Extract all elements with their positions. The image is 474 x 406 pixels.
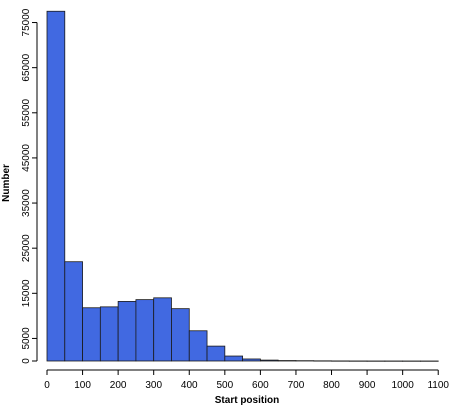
x-tick-label: 500 bbox=[216, 380, 233, 391]
histogram-bar bbox=[46, 10, 66, 362]
histogram-bar bbox=[259, 359, 279, 362]
y-tick-label: 25000 bbox=[21, 234, 32, 262]
x-tick-label: 800 bbox=[323, 380, 340, 391]
y-tick-label: 35000 bbox=[21, 189, 32, 217]
histogram-bar bbox=[224, 355, 244, 362]
x-tick-label: 900 bbox=[359, 380, 376, 391]
histogram-bar bbox=[99, 306, 119, 362]
y-tick-label: 5000 bbox=[21, 327, 32, 350]
y-tick-label: 0 bbox=[21, 358, 32, 364]
axes-group: 0 100 200 300 400 500 600 700 800 900 1000 1100 0 500… bbox=[21, 8, 449, 391]
x-tick-label: 400 bbox=[181, 380, 198, 391]
x-tick-label: 1100 bbox=[427, 380, 449, 391]
histogram-bar bbox=[64, 261, 83, 362]
x-tick-label: 1000 bbox=[392, 380, 415, 391]
x-tick-label: 200 bbox=[110, 380, 127, 391]
y-tick-label: 75000 bbox=[21, 8, 32, 36]
x-tick-label: 700 bbox=[288, 380, 305, 391]
x-tick-label: 0 bbox=[44, 380, 50, 391]
histogram-bar bbox=[82, 307, 101, 362]
histogram-bar bbox=[242, 358, 261, 362]
x-axis-label: Start position bbox=[215, 395, 279, 406]
histogram-bar bbox=[153, 297, 172, 362]
histogram-bar bbox=[171, 308, 190, 362]
x-tick-label: 600 bbox=[252, 380, 269, 391]
histogram-bar bbox=[188, 330, 208, 362]
y-tick-label: 55000 bbox=[21, 98, 32, 126]
y-tick-label: 45000 bbox=[21, 144, 32, 172]
bars-group bbox=[46, 10, 439, 362]
y-tick-label: 65000 bbox=[21, 53, 32, 81]
y-axis-label: Number bbox=[1, 164, 12, 202]
histogram-bar bbox=[206, 345, 226, 362]
histogram-bar bbox=[135, 299, 155, 362]
histogram-bar bbox=[117, 301, 137, 362]
x-tick-label: 300 bbox=[145, 380, 162, 391]
x-tick-label: 100 bbox=[74, 380, 91, 391]
y-tick-label: 15000 bbox=[21, 279, 32, 307]
